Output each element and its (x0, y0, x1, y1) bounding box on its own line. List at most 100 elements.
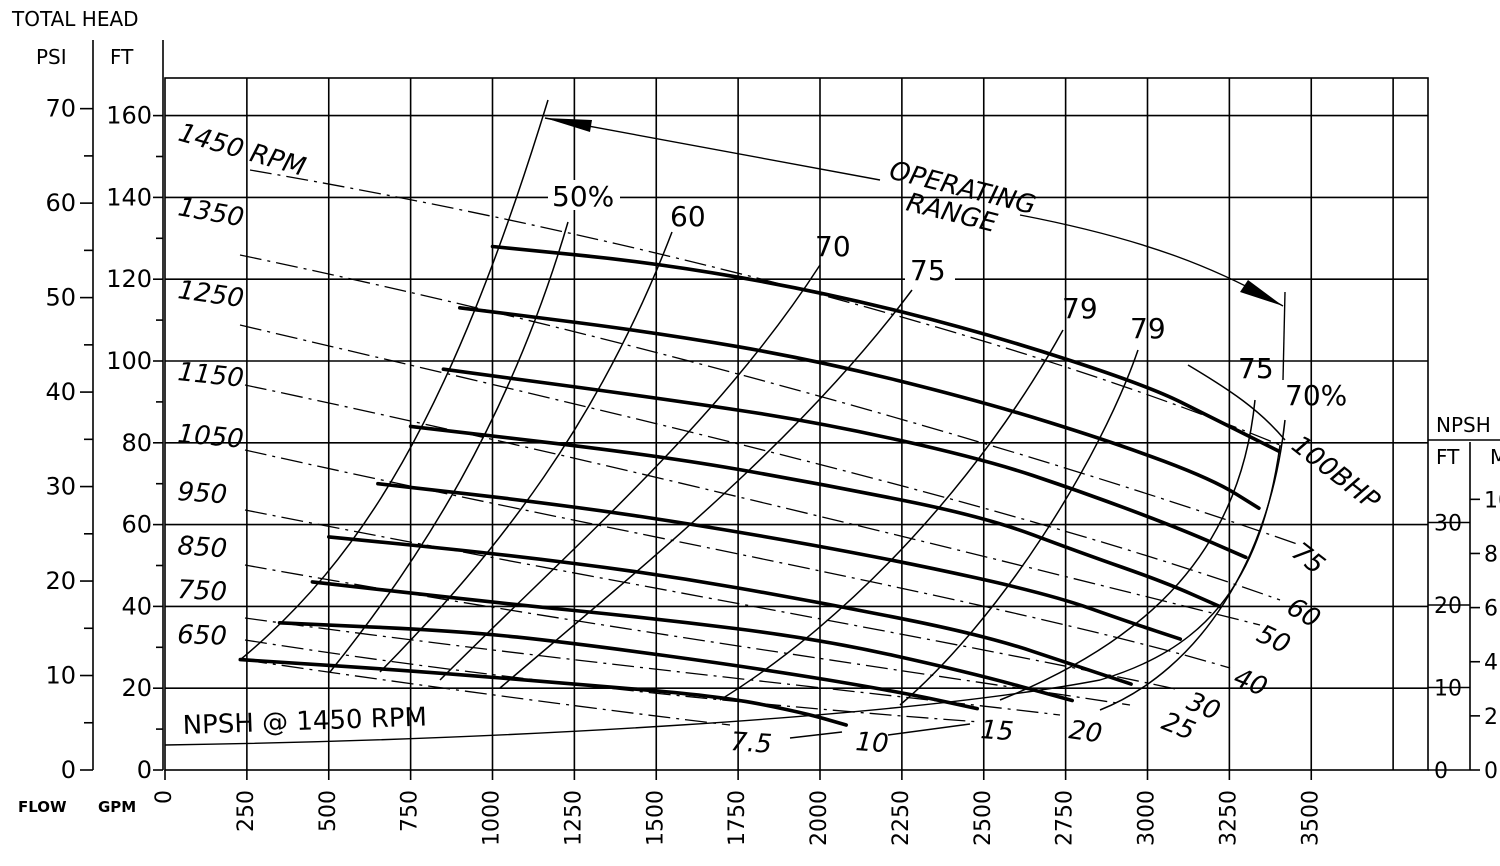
efficiency-label-50: 50% (552, 180, 614, 213)
x-tick-label: 1250 (561, 790, 586, 846)
rpm-label-950: 950 (177, 477, 229, 510)
npsh-m-ticks: 0 2 4 6 8 10 (1470, 488, 1500, 784)
operating-range-line-left (544, 117, 881, 181)
head-curve-750 (277, 621, 979, 711)
x-tick-label: 1500 (643, 790, 668, 846)
npsh-ft-tick-label: 30 (1434, 512, 1462, 537)
bhp-label-15: 15 (980, 715, 1015, 747)
efficiency-curve-75b (999, 399, 1256, 701)
x-tick-label: 2250 (889, 790, 914, 846)
psi-axis-ticks: 0 10 20 30 40 50 60 70 (45, 95, 93, 784)
bhp-label-20: 20 (1067, 715, 1104, 749)
psi-tick-label: 20 (45, 567, 76, 595)
ft-tick-label: 100 (106, 347, 152, 375)
psi-tick-label: 60 (45, 189, 76, 217)
efficiency-label-70pct: 70% (1285, 379, 1347, 412)
head-curve-950 (327, 535, 1133, 686)
ft-unit-label: FT (110, 45, 134, 69)
efficiency-curve-50 (239, 99, 549, 661)
rpm-label-750: 750 (177, 575, 228, 608)
npsh-curve-label: NPSH @ 1450 RPM (182, 702, 427, 741)
npsh-m-tick-label: 8 (1484, 542, 1498, 567)
rpm-label-1450: 1450 RPM (175, 118, 309, 183)
x-tick-label: 1000 (480, 790, 505, 846)
ft-tick-label: 20 (121, 674, 152, 702)
head-curve-1350 (458, 306, 1261, 510)
bhp-curve-20 (244, 617, 1061, 716)
x-tick-label: 3000 (1135, 790, 1160, 846)
x-tick-label: 750 (398, 790, 423, 832)
head-curve-1150 (408, 424, 1222, 609)
x-tick-label: 500 (316, 790, 341, 832)
bhp-curve-7-5 (244, 659, 731, 726)
efficiency-curves (239, 99, 1286, 711)
npsh-curve (164, 444, 1281, 746)
bhp-curve-100 (249, 169, 1281, 446)
psi-tick-label: 50 (45, 284, 76, 312)
bhp-curve-30 (244, 509, 1181, 691)
efficiency-curve-60 (329, 221, 569, 673)
bhp-label-7-5: 7.5 (730, 727, 773, 760)
bhp-curve-60 (239, 324, 1281, 601)
psi-tick-label: 70 (45, 95, 76, 123)
efficiency-label-70: 70 (815, 230, 851, 263)
grid-lines (165, 78, 1428, 770)
x-tick-label: 3500 (1298, 790, 1323, 846)
psi-tick-label: 0 (61, 756, 76, 784)
bhp-label-50: 50 (1252, 619, 1295, 660)
npsh-ft-label: FT (1436, 445, 1460, 469)
ft-tick-label: 0 (137, 756, 152, 784)
npsh-m-tick-label: 10 (1484, 488, 1500, 513)
ft-axis-ticks: 0 20 40 60 80 100 120 140 160 (106, 102, 163, 784)
operating-range-end-tick (1282, 291, 1286, 381)
efficiency-curve-75 (499, 289, 913, 689)
npsh-axis: NPSH FT M 0 10 20 30 0 2 4 6 8 10 (1428, 413, 1500, 784)
ft-tick-label: 40 (121, 592, 152, 620)
bhp-label-40: 40 (1229, 663, 1271, 703)
bhp-label-60: 60 (1282, 592, 1326, 635)
head-curves (238, 244, 1281, 727)
psi-unit-label: PSI (36, 45, 67, 69)
npsh-m-tick-label: 2 (1484, 705, 1498, 730)
bhp-label-leader-10 (887, 723, 971, 736)
bhp-labels: 100BHP 75 60 50 40 30 25 20 15 10 7.5 (730, 430, 1386, 760)
npsh-axis-title: NPSH (1436, 413, 1491, 437)
rpm-label-1350: 1350 (176, 192, 246, 233)
head-curve-650 (238, 657, 848, 727)
efficiency-curve-70 (1099, 419, 1286, 711)
npsh-ft-tick-label: 10 (1434, 677, 1462, 702)
npsh-ft-tick-label: 0 (1434, 759, 1448, 784)
x-tick-label: 0 (152, 790, 177, 804)
bhp-label-75: 75 (1286, 537, 1331, 581)
npsh-ft-tick-label: 20 (1434, 594, 1462, 619)
x-tick-label: 2500 (971, 790, 996, 846)
efficiency-curve-70-top (1187, 364, 1286, 441)
ft-tick-label: 120 (106, 265, 152, 293)
bhp-curve-40 (244, 449, 1231, 669)
npsh-ft-ticks: 0 10 20 30 (1428, 512, 1470, 784)
x-axis-ticks: 0 250 500 750 1000 1250 1500 1750 2000 2250 2500 27… (152, 770, 1323, 846)
x-tick-label: 3250 (1216, 790, 1241, 846)
bhp-curve-50 (244, 384, 1261, 626)
operating-range-arrowhead-left (545, 118, 592, 132)
rpm-labels: 1450 RPM 1350 1250 1150 1050 950 850 750… (175, 118, 309, 652)
efficiency-curve-70 (439, 264, 821, 681)
head-curve-1250 (441, 367, 1248, 560)
rpm-label-650: 650 (177, 620, 228, 652)
plot-frame (164, 77, 1429, 771)
x-tick-label: 1750 (725, 790, 750, 846)
efficiency-curve-79a (719, 329, 1064, 701)
bhp-curve-75 (239, 254, 1301, 546)
npsh-m-tick-label: 0 (1484, 759, 1498, 784)
rpm-label-1150: 1150 (176, 357, 245, 394)
bhp-curves (239, 169, 1301, 726)
head-curve-850 (310, 580, 1074, 703)
operating-range-arrowhead-right (1240, 280, 1283, 306)
ft-tick-label: 140 (106, 183, 152, 211)
psi-tick-label: 30 (45, 473, 76, 501)
ft-tick-label: 60 (121, 511, 152, 539)
npsh-m-label: M (1490, 445, 1500, 469)
head-curve-1050 (376, 481, 1183, 641)
x-tick-label: 2000 (807, 790, 832, 846)
